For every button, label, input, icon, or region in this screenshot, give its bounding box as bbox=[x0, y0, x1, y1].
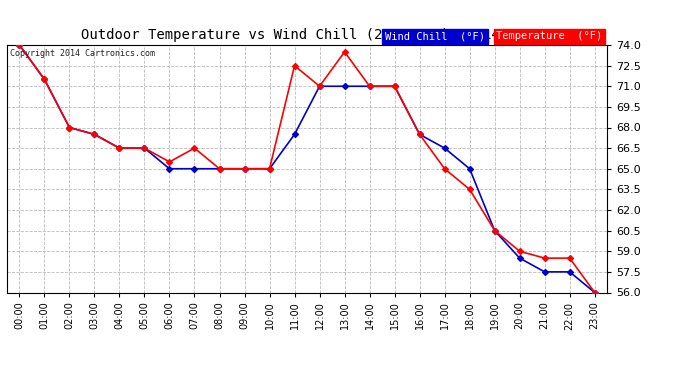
Text: Temperature  (°F): Temperature (°F) bbox=[496, 32, 602, 41]
Text: Wind Chill  (°F): Wind Chill (°F) bbox=[385, 32, 485, 41]
Title: Outdoor Temperature vs Wind Chill (24 Hours)  20140509: Outdoor Temperature vs Wind Chill (24 Ho… bbox=[81, 28, 533, 42]
Text: Copyright 2014 Cartronics.com: Copyright 2014 Cartronics.com bbox=[10, 49, 155, 58]
